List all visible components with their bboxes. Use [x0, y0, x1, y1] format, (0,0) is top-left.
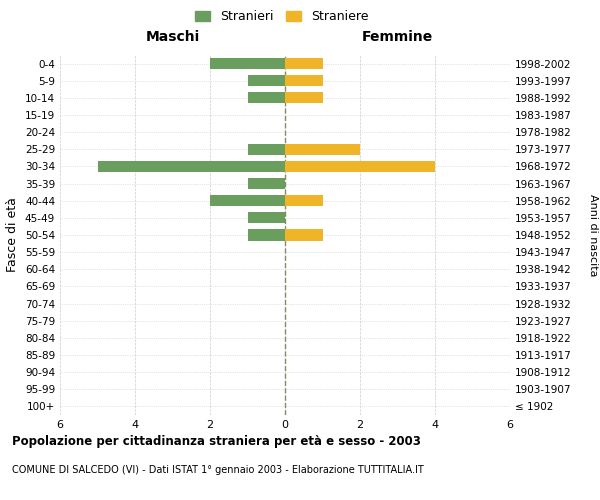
Bar [285, 230, 323, 240]
Text: COMUNE DI SALCEDO (VI) - Dati ISTAT 1° gennaio 2003 - Elaborazione TUTTITALIA.IT: COMUNE DI SALCEDO (VI) - Dati ISTAT 1° g… [12, 465, 424, 475]
Bar [285, 58, 323, 69]
Bar [285, 161, 435, 172]
Bar [248, 144, 285, 155]
Text: Maschi: Maschi [145, 30, 200, 44]
Legend: Stranieri, Straniere: Stranieri, Straniere [190, 5, 374, 28]
Y-axis label: Fasce di età: Fasce di età [7, 198, 19, 272]
Bar [210, 195, 285, 206]
Bar [248, 92, 285, 104]
Bar [285, 195, 323, 206]
Bar [285, 92, 323, 104]
Bar [248, 230, 285, 240]
Bar [285, 144, 360, 155]
Y-axis label: Anni di nascita: Anni di nascita [588, 194, 598, 276]
Bar [248, 178, 285, 189]
Bar [248, 212, 285, 224]
Bar [97, 161, 285, 172]
Text: Femmine: Femmine [362, 30, 433, 44]
Text: Popolazione per cittadinanza straniera per età e sesso - 2003: Popolazione per cittadinanza straniera p… [12, 435, 421, 448]
Bar [210, 58, 285, 69]
Bar [248, 75, 285, 86]
Bar [285, 75, 323, 86]
